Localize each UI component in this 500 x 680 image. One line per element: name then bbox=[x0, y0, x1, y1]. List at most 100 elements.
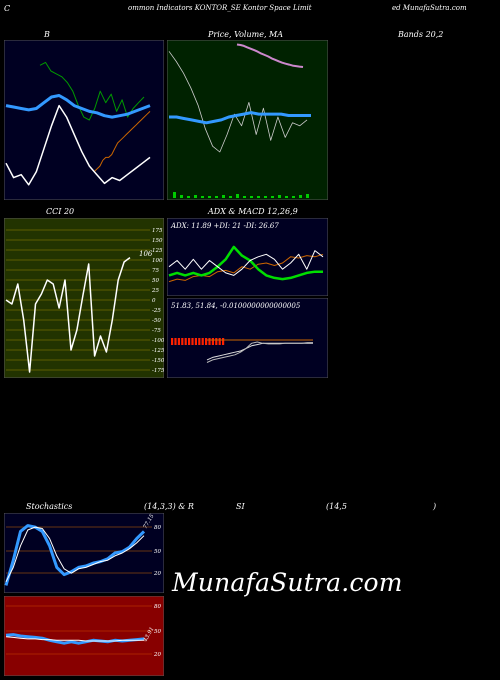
macd-histogram-bar bbox=[177, 338, 180, 345]
volume-bar bbox=[180, 195, 183, 198]
stoch-y-tick: 80 bbox=[154, 525, 161, 531]
header-right: ed MunafaSutra.com bbox=[392, 4, 467, 12]
adx-panel: ADX: 11.89 +DI: 21 -DI: 26.67 bbox=[167, 218, 328, 296]
bollinger-middle-band bbox=[5, 94, 151, 119]
cci-y-tick: -100 bbox=[152, 338, 164, 344]
cci-y-tick: 175 bbox=[152, 228, 163, 234]
bollinger-label-right: Bands 20,2 bbox=[398, 30, 444, 39]
macd-histogram-bar bbox=[194, 338, 197, 345]
adx-white-line bbox=[168, 250, 324, 276]
volume-bar bbox=[215, 196, 218, 198]
cci-panel: 175 150 125 100 75 50 25 0 -25 -50 -75 -100 -125 -150… bbox=[4, 218, 164, 378]
volume-bar bbox=[229, 196, 232, 198]
volume-bar bbox=[285, 196, 288, 198]
cci-y-tick: -175 bbox=[152, 368, 164, 374]
stoch-k-line bbox=[4, 524, 146, 586]
stoch-params-label: (14,3,3) & R bbox=[144, 502, 194, 511]
rsi-close-label: ) bbox=[433, 502, 437, 511]
volume-bar bbox=[194, 195, 197, 198]
cci-y-tick: 75 bbox=[152, 268, 159, 274]
bollinger-panel bbox=[4, 40, 164, 200]
rsi-label: SI bbox=[236, 502, 245, 511]
cci-y-tick: -75 bbox=[152, 328, 161, 334]
macd-histogram-bar bbox=[218, 338, 221, 345]
cci-y-tick: 50 bbox=[152, 278, 159, 284]
volume-bar bbox=[278, 195, 281, 198]
macd-histogram-bar bbox=[184, 338, 187, 345]
volume-bar bbox=[201, 196, 204, 198]
rsi-panel: 80 50 20 43.91 bbox=[4, 596, 164, 676]
stoch-label: Stochastics bbox=[26, 502, 73, 511]
volume-bar bbox=[187, 196, 190, 198]
rsi-y-tick: 20 bbox=[153, 652, 161, 658]
volume-bar bbox=[222, 195, 225, 198]
price-panel bbox=[167, 40, 328, 200]
macd-histogram-bar bbox=[215, 338, 218, 345]
page-title: ommon Indicators KONTOR_SE Kontor Space … bbox=[128, 4, 312, 12]
adx-orange-line bbox=[168, 253, 324, 283]
macd-histogram-bar bbox=[205, 338, 208, 345]
macd-histogram-bar bbox=[174, 338, 177, 345]
macd-histogram-bar bbox=[208, 338, 211, 345]
macd-histogram-bar bbox=[211, 338, 214, 345]
macd-chart: 51.83, 51.84, -0.0100000000000005 bbox=[167, 298, 328, 378]
bollinger-chart bbox=[4, 40, 164, 200]
macd-histogram-bar bbox=[222, 338, 225, 345]
price-ma-pink-line bbox=[236, 43, 304, 68]
cci-y-tick: 0 bbox=[152, 298, 156, 304]
adx-green-line bbox=[168, 245, 323, 281]
macd-histogram-bar bbox=[188, 338, 191, 345]
adx-chart: ADX: 11.89 +DI: 21 -DI: 26.67 bbox=[167, 218, 328, 296]
macd-signal-line bbox=[206, 341, 313, 363]
stoch-y-tick: 50 bbox=[154, 549, 161, 555]
rsi-y-tick: 80 bbox=[154, 604, 161, 610]
volume-bar bbox=[208, 196, 211, 198]
price-ma-blue-line bbox=[169, 111, 311, 125]
volume-bar bbox=[299, 195, 302, 198]
volume-bar bbox=[292, 196, 295, 198]
cci-y-tick: -25 bbox=[152, 308, 161, 314]
bollinger-price-line bbox=[5, 104, 151, 186]
volume-bar bbox=[257, 196, 260, 198]
macd-histogram-bar bbox=[201, 338, 204, 345]
cci-y-tick: -50 bbox=[152, 318, 161, 324]
bollinger-lower-band bbox=[93, 111, 151, 173]
cci-y-tick: 25 bbox=[151, 288, 159, 294]
cci-label: CCI 20 bbox=[46, 207, 75, 216]
price-chart bbox=[167, 40, 328, 200]
rsi-average-line bbox=[5, 636, 144, 642]
macd-values-label: 51.83, 51.84, -0.0100000000000005 bbox=[171, 302, 301, 310]
volume-bar bbox=[250, 196, 253, 198]
volume-bar bbox=[243, 196, 246, 198]
macd-histogram-bar bbox=[191, 338, 194, 345]
macd-panel: 51.83, 51.84, -0.0100000000000005 bbox=[167, 298, 328, 378]
volume-bar bbox=[264, 196, 267, 198]
cci-y-tick: -125 bbox=[152, 348, 164, 354]
volume-bar bbox=[306, 194, 309, 198]
macd-histogram-bar bbox=[181, 338, 184, 345]
stoch-panel: 80 50 20 77.15 bbox=[4, 513, 164, 593]
cci-y-tick: -150 bbox=[152, 358, 164, 364]
rsi-y-tick: 50 bbox=[154, 629, 161, 635]
watermark: MunafaSutra.com bbox=[172, 568, 403, 597]
cci-y-tick: 125 bbox=[152, 248, 163, 254]
cci-y-tick: 150 bbox=[152, 238, 163, 244]
adx-values-label: ADX: 11.89 +DI: 21 -DI: 26.67 bbox=[170, 222, 279, 230]
cci-line bbox=[5, 256, 131, 373]
price-ma-line bbox=[168, 51, 308, 153]
volume-bar bbox=[173, 192, 176, 198]
stoch-y-tick: 20 bbox=[153, 571, 161, 577]
bollinger-label-left: B bbox=[44, 30, 50, 39]
header-left: C bbox=[4, 4, 11, 13]
rsi-params-label: (14,5 bbox=[326, 502, 347, 511]
cci-y-tick: 100 bbox=[152, 258, 163, 264]
cci-chart: 175 150 125 100 75 50 25 0 -25 -50 -75 -100 -125 -150… bbox=[4, 218, 164, 378]
macd-histogram-bar bbox=[171, 338, 174, 345]
adx-macd-label: ADX & MACD 12,26,9 bbox=[208, 207, 298, 216]
bollinger-label-center: Price, Volume, MA bbox=[208, 30, 284, 39]
stoch-d-line bbox=[5, 526, 145, 583]
volume-bar bbox=[271, 196, 274, 198]
cci-last-label: 106 bbox=[139, 250, 153, 258]
